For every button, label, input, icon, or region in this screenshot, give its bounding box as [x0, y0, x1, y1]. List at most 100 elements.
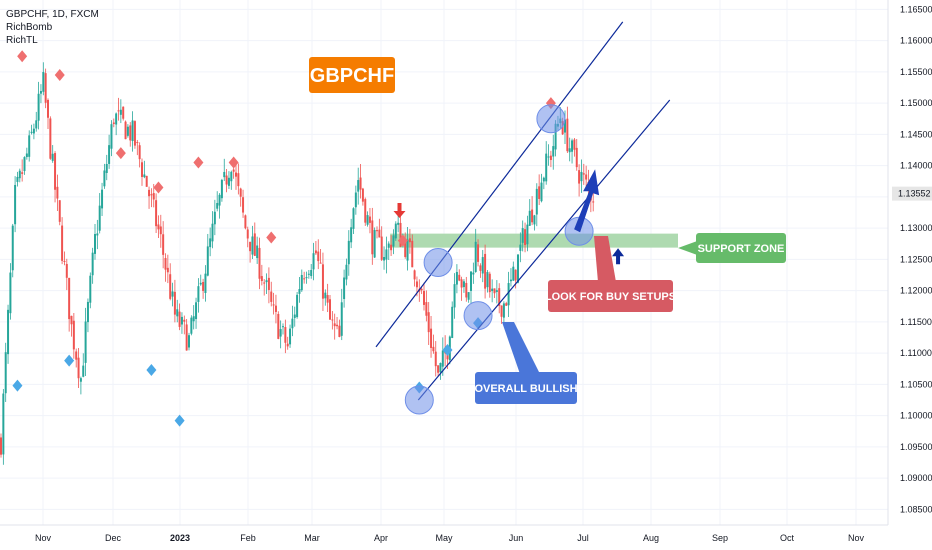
candle-body — [585, 174, 588, 180]
candle — [82, 353, 85, 378]
candle — [317, 239, 320, 270]
indicator-richbomb[interactable]: RichBomb — [6, 22, 53, 33]
candle-body — [399, 222, 402, 247]
candle — [68, 277, 71, 332]
candle — [42, 62, 45, 96]
candle-body — [239, 188, 242, 197]
direction-arrows — [393, 169, 625, 265]
candle — [354, 185, 357, 215]
buy-setups-label-text[interactable]: LOOK FOR BUY SETUPS — [545, 291, 676, 303]
buy-signal-marker — [146, 364, 157, 376]
candle-body — [385, 249, 388, 260]
candle — [566, 106, 569, 154]
candle-body — [298, 289, 301, 294]
candle — [37, 81, 40, 130]
candle — [91, 247, 94, 284]
candle-body — [274, 305, 277, 312]
candle-body — [244, 215, 247, 229]
candle — [56, 174, 59, 212]
candle-body — [432, 346, 435, 352]
candle-body — [68, 277, 71, 320]
candle-body — [82, 365, 85, 377]
candle-body — [319, 262, 322, 264]
candle-body — [237, 173, 240, 187]
candle — [575, 138, 578, 171]
time-tick-label: Oct — [780, 533, 795, 543]
candle — [338, 319, 341, 338]
candle-body — [7, 309, 10, 355]
candle-body — [531, 209, 534, 223]
candle — [239, 187, 242, 207]
candle-body — [568, 148, 571, 153]
price-tick-label: 1.13000 — [900, 223, 932, 233]
candle-body — [35, 120, 38, 129]
sell-signal-marker — [228, 156, 239, 169]
candle-body — [54, 153, 57, 190]
candle — [451, 301, 454, 339]
candle-body — [340, 302, 343, 336]
candle — [519, 232, 522, 263]
candle-body — [453, 284, 456, 308]
candle — [21, 159, 24, 182]
candle-body — [89, 275, 92, 303]
candle — [300, 269, 303, 292]
candle-body — [552, 146, 555, 157]
candle — [86, 298, 89, 333]
candle — [542, 176, 545, 190]
candle-body — [176, 309, 179, 317]
candle-body — [486, 272, 489, 288]
candle-body — [249, 241, 252, 252]
price-tick-label: 1.14000 — [900, 161, 932, 171]
time-tick-label: Feb — [240, 533, 256, 543]
indicator-richtl[interactable]: RichTL — [6, 35, 38, 46]
candle-body — [474, 241, 477, 272]
support-zone-label-text[interactable]: SUPPORT ZONE — [698, 243, 785, 255]
candle-body — [465, 282, 468, 298]
candle — [242, 189, 245, 218]
candle — [357, 167, 360, 205]
candle-body — [206, 246, 209, 276]
candle-body — [364, 199, 367, 223]
candle-body — [509, 279, 512, 282]
candle — [211, 211, 214, 249]
candle-body — [336, 324, 339, 327]
candle — [110, 120, 113, 157]
candle — [284, 319, 287, 354]
candle — [373, 227, 376, 259]
candle-body — [423, 290, 425, 305]
candle — [206, 233, 209, 277]
candle-body — [143, 174, 146, 178]
candle — [169, 263, 172, 301]
candle — [505, 301, 508, 307]
symbol-line[interactable]: GBPCHF, 1D, FXCM — [6, 9, 99, 20]
candle-body — [49, 118, 52, 159]
sell-signal-marker — [115, 147, 126, 160]
candle — [432, 334, 435, 354]
candlestick-series — [0, 62, 595, 465]
candle-body — [366, 215, 369, 225]
overall-bullish-label-text[interactable]: OVERALL BULLISH — [474, 383, 577, 395]
candle — [25, 147, 28, 160]
candle — [439, 362, 442, 380]
candle-body — [32, 128, 35, 134]
candle-body — [307, 273, 310, 275]
candle — [314, 241, 317, 255]
candle-body — [289, 328, 292, 345]
candle — [112, 118, 115, 128]
title-box-text[interactable]: GBPCHF — [310, 65, 394, 87]
candle-body — [368, 216, 371, 223]
candle-body — [390, 244, 393, 251]
candle-body — [159, 226, 162, 235]
candle — [345, 258, 348, 286]
candle — [16, 171, 19, 187]
candle-body — [65, 263, 68, 278]
candle-body — [472, 272, 475, 275]
candle — [552, 134, 555, 170]
candle-body — [110, 124, 113, 149]
candle — [425, 290, 428, 322]
candle — [54, 151, 57, 203]
candle-body — [72, 320, 75, 350]
candle-body — [484, 253, 487, 289]
